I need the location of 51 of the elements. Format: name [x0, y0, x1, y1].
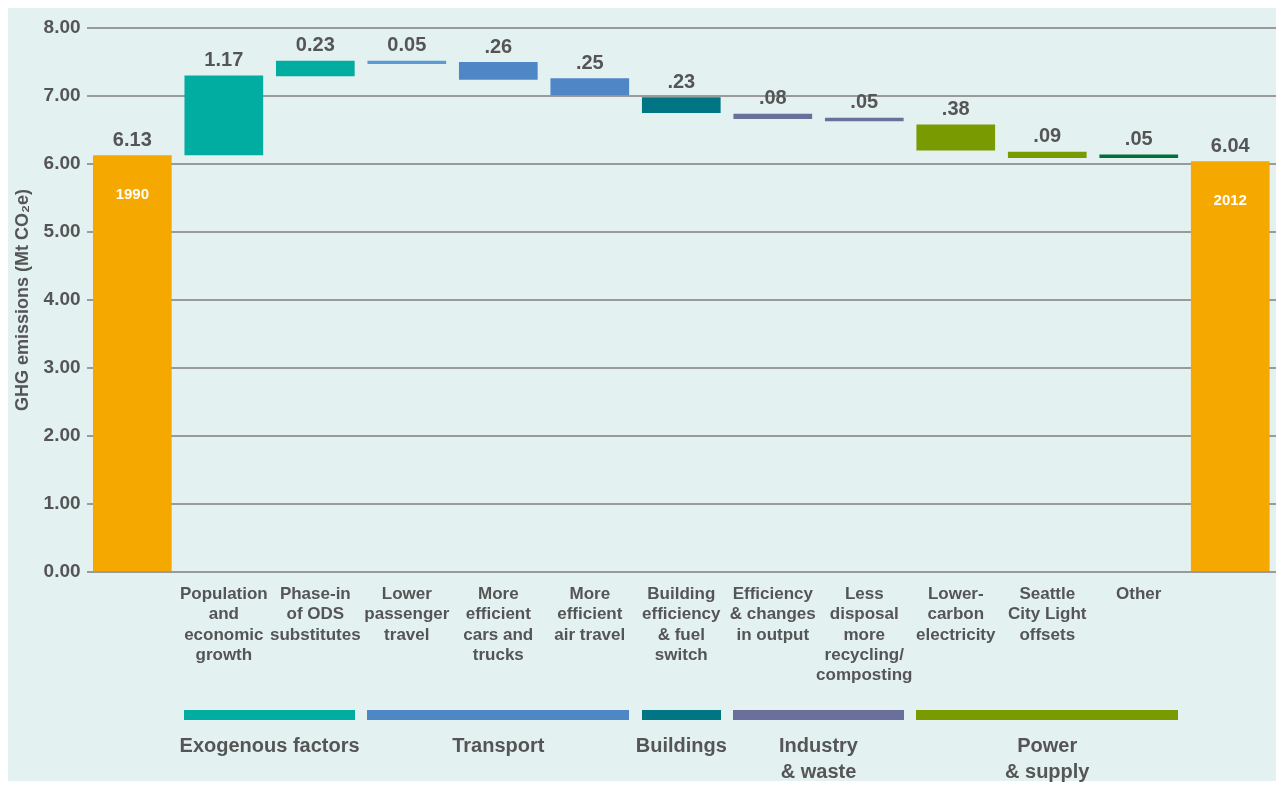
- bar: [733, 113, 813, 120]
- data-label: .05: [1124, 127, 1153, 149]
- y-axis-title: GHG emissions (Mt CO₂e): [11, 188, 32, 412]
- text: Transport: [452, 733, 545, 758]
- bar: [92, 155, 172, 571]
- data-label: 1.17: [204, 48, 244, 71]
- data-label: .05: [850, 90, 879, 113]
- y-tick-label: 1.00: [43, 492, 81, 514]
- data-label: 6.04: [1210, 133, 1251, 156]
- data-label: 6.13: [112, 127, 152, 150]
- bar: [1099, 154, 1179, 158]
- bar: [184, 75, 264, 156]
- data-label: .09: [1033, 124, 1062, 147]
- y-tick-label: 3.00: [43, 356, 81, 378]
- data-label: .25: [575, 50, 604, 73]
- bar: [550, 78, 630, 96]
- y-tick-label: 4.00: [43, 288, 81, 310]
- data-label: 0.05: [387, 33, 427, 56]
- bar: [1007, 151, 1087, 158]
- x-tick-label: Phase-in of ODS substitutes: [269, 583, 361, 644]
- x-tick-label: 2012: [1213, 190, 1247, 208]
- data-label: .23: [667, 69, 696, 92]
- x-tick-label: Lower passenger travel: [364, 583, 450, 644]
- y-tick-label: 2.00: [43, 424, 81, 446]
- text: Exogenous factors: [179, 733, 360, 758]
- x-tick-label: Population and economic growth: [179, 583, 268, 665]
- y-tick-label: 0.00: [43, 560, 81, 582]
- x-tick-label: Less disposal more recycling/ composting: [816, 583, 913, 685]
- data-label: .38: [941, 97, 970, 120]
- x-tick-label: More efficient cars and trucks: [463, 583, 534, 665]
- y-tick-label: 5.00: [43, 220, 81, 242]
- bar: [458, 62, 538, 80]
- data-label: 0.23: [295, 33, 335, 56]
- y-tick-label: 7.00: [43, 84, 81, 106]
- text: Industry & waste: [779, 733, 858, 784]
- data-label: .26: [484, 34, 513, 57]
- bar: [1190, 161, 1270, 571]
- x-tick-label: Building efficiency & fuel switch: [642, 583, 722, 665]
- x-tick-label: More efficient air travel: [554, 583, 626, 644]
- text: Power & supply: [1005, 733, 1090, 784]
- y-tick-label: 8.00: [43, 16, 81, 38]
- bar: [641, 97, 721, 113]
- x-tick-label: Other: [1116, 583, 1162, 603]
- y-tick-label: 6.00: [43, 152, 81, 174]
- x-tick-label: Seattle City Light offsets: [1008, 583, 1087, 644]
- bar: [275, 60, 355, 77]
- x-tick-label: Lower-carbon electricity: [916, 583, 996, 644]
- x-tick-label: Efficiency & changes in output: [729, 583, 816, 644]
- x-tick-label: 1990: [115, 184, 150, 202]
- text: Buildings: [635, 733, 727, 758]
- bar: [916, 124, 996, 151]
